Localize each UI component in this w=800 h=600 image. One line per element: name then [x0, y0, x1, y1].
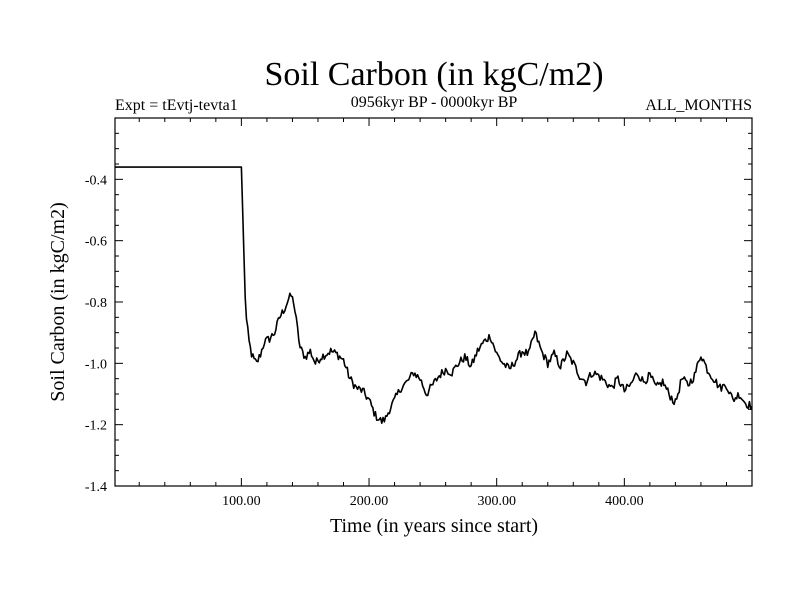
series-line [115, 166, 753, 425]
x-tick-label: 400.00 [605, 494, 644, 509]
y-tick-label: -0.6 [85, 235, 107, 250]
y-axis-label: Soil Carbon (in kgC/m2) [47, 202, 69, 401]
tick-labels: -0.4 -0.6 -0.8 -1.0 -1.2 -1.4 100.00 200.00 300.… [85, 173, 644, 509]
series-lines [115, 166, 753, 425]
months-label: ALL_MONTHS [645, 97, 752, 114]
y-tick-label: -0.4 [85, 173, 107, 188]
x-tick-label: 200.00 [350, 494, 389, 509]
x-tick-label: 300.00 [477, 494, 516, 509]
time-range-label: 0956kyr BP - 0000kyr BP [351, 94, 518, 111]
y-tick-label: -1.2 [85, 419, 107, 434]
experiment-label: Expt = tEvtj-tevta1 [115, 97, 238, 114]
tick-marks [115, 118, 752, 487]
y-tick-label: -0.8 [85, 296, 107, 311]
chart-title: Soil Carbon (in kgC/m2) [264, 56, 603, 93]
x-tick-label: 100.00 [222, 494, 261, 509]
y-tick-label: -1.0 [85, 357, 107, 372]
plot-frame [114, 117, 753, 487]
x-axis-label: Time (in years since start) [330, 515, 538, 537]
y-tick-label: -1.4 [85, 480, 107, 495]
